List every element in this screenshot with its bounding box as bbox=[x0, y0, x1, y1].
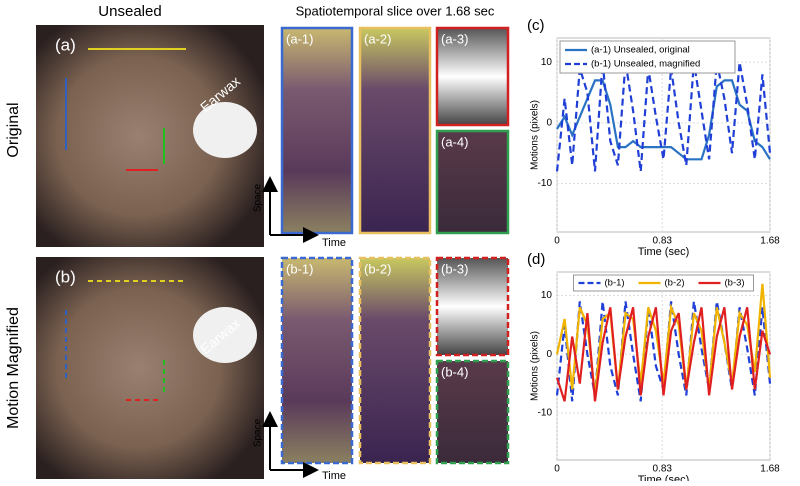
y-axis-label: Motions (pixels) bbox=[530, 331, 541, 401]
legend-label: (b-2) bbox=[665, 278, 685, 289]
legend-label: (b-1) Unsealed, magnified bbox=[591, 59, 700, 70]
slice bbox=[280, 256, 354, 465]
y-axis-label: Motions (pixels) bbox=[530, 100, 541, 170]
x-tick-label: 0 bbox=[554, 464, 560, 475]
x-tick-label: 0.83 bbox=[652, 464, 672, 475]
series-line bbox=[555, 62, 772, 172]
space-label: Space bbox=[253, 418, 264, 447]
slice-label: (a-4) bbox=[441, 134, 468, 149]
slices: (a-1) (a-2) (a-3) (a-4) (b-1) (b-2) (b-3) (b-4) bbox=[280, 26, 510, 465]
y-tick-label: -10 bbox=[538, 408, 553, 419]
slice-label: (a-2) bbox=[364, 31, 391, 46]
x-axis-label: Time (sec) bbox=[638, 474, 690, 481]
series-line bbox=[555, 307, 772, 402]
x-tick-label: 0 bbox=[554, 236, 560, 247]
slice bbox=[358, 256, 432, 465]
legend-box bbox=[559, 40, 736, 74]
column-title: Unsealed bbox=[98, 3, 161, 20]
column-title: Spatiotemporal slice over 1.68 sec bbox=[296, 3, 495, 18]
series-line bbox=[556, 79, 771, 161]
x-tick-label: 1.68 bbox=[760, 236, 780, 247]
y-tick-label: 10 bbox=[541, 57, 553, 68]
y-tick-label: 10 bbox=[541, 290, 553, 301]
legend-label: (a-1) Unsealed, original bbox=[591, 45, 690, 56]
axes-arrows: Space Time Space Time bbox=[253, 176, 346, 482]
slice-label: (b-3) bbox=[441, 261, 468, 276]
slice-label: (a-3) bbox=[441, 31, 468, 46]
slice-label: (b-2) bbox=[364, 261, 391, 276]
panel-label: (b) bbox=[55, 267, 76, 286]
slice bbox=[358, 26, 432, 235]
space-label: Space bbox=[253, 183, 264, 212]
legend-box bbox=[573, 274, 754, 292]
time-label: Time bbox=[322, 470, 346, 481]
photo-b: (b) Earwax bbox=[36, 257, 264, 479]
slice bbox=[280, 26, 354, 235]
slice bbox=[435, 129, 510, 235]
photo-a: (a) Earwax bbox=[36, 25, 264, 247]
y-tick-label: 0 bbox=[546, 349, 552, 360]
panel-label: (a) bbox=[55, 35, 76, 54]
slice-label: (b-4) bbox=[441, 364, 468, 379]
y-tick-label: -10 bbox=[538, 178, 553, 189]
y-tick-label: 0 bbox=[546, 118, 552, 129]
panel-label: (d) bbox=[527, 251, 545, 268]
slice bbox=[435, 359, 510, 465]
charts: -10 0 10 0 0.83 1.68 Time (sec) Motions (pixels… bbox=[527, 17, 780, 486]
legend-label: (b-1) bbox=[605, 278, 625, 289]
slice bbox=[435, 256, 510, 357]
row-label: Motion Magnified bbox=[5, 307, 22, 429]
slice-label: (a-1) bbox=[286, 31, 313, 46]
x-tick-label: 0.83 bbox=[652, 236, 672, 247]
legend-label: (b-3) bbox=[725, 278, 745, 289]
row-label: Original bbox=[5, 102, 22, 157]
x-axis-label: Time (sec) bbox=[638, 246, 690, 258]
panel-label: (c) bbox=[527, 17, 545, 34]
slice bbox=[435, 26, 510, 127]
time-label: Time bbox=[322, 237, 346, 249]
x-tick-label: 1.68 bbox=[760, 464, 780, 475]
slice-label: (b-1) bbox=[286, 261, 313, 276]
